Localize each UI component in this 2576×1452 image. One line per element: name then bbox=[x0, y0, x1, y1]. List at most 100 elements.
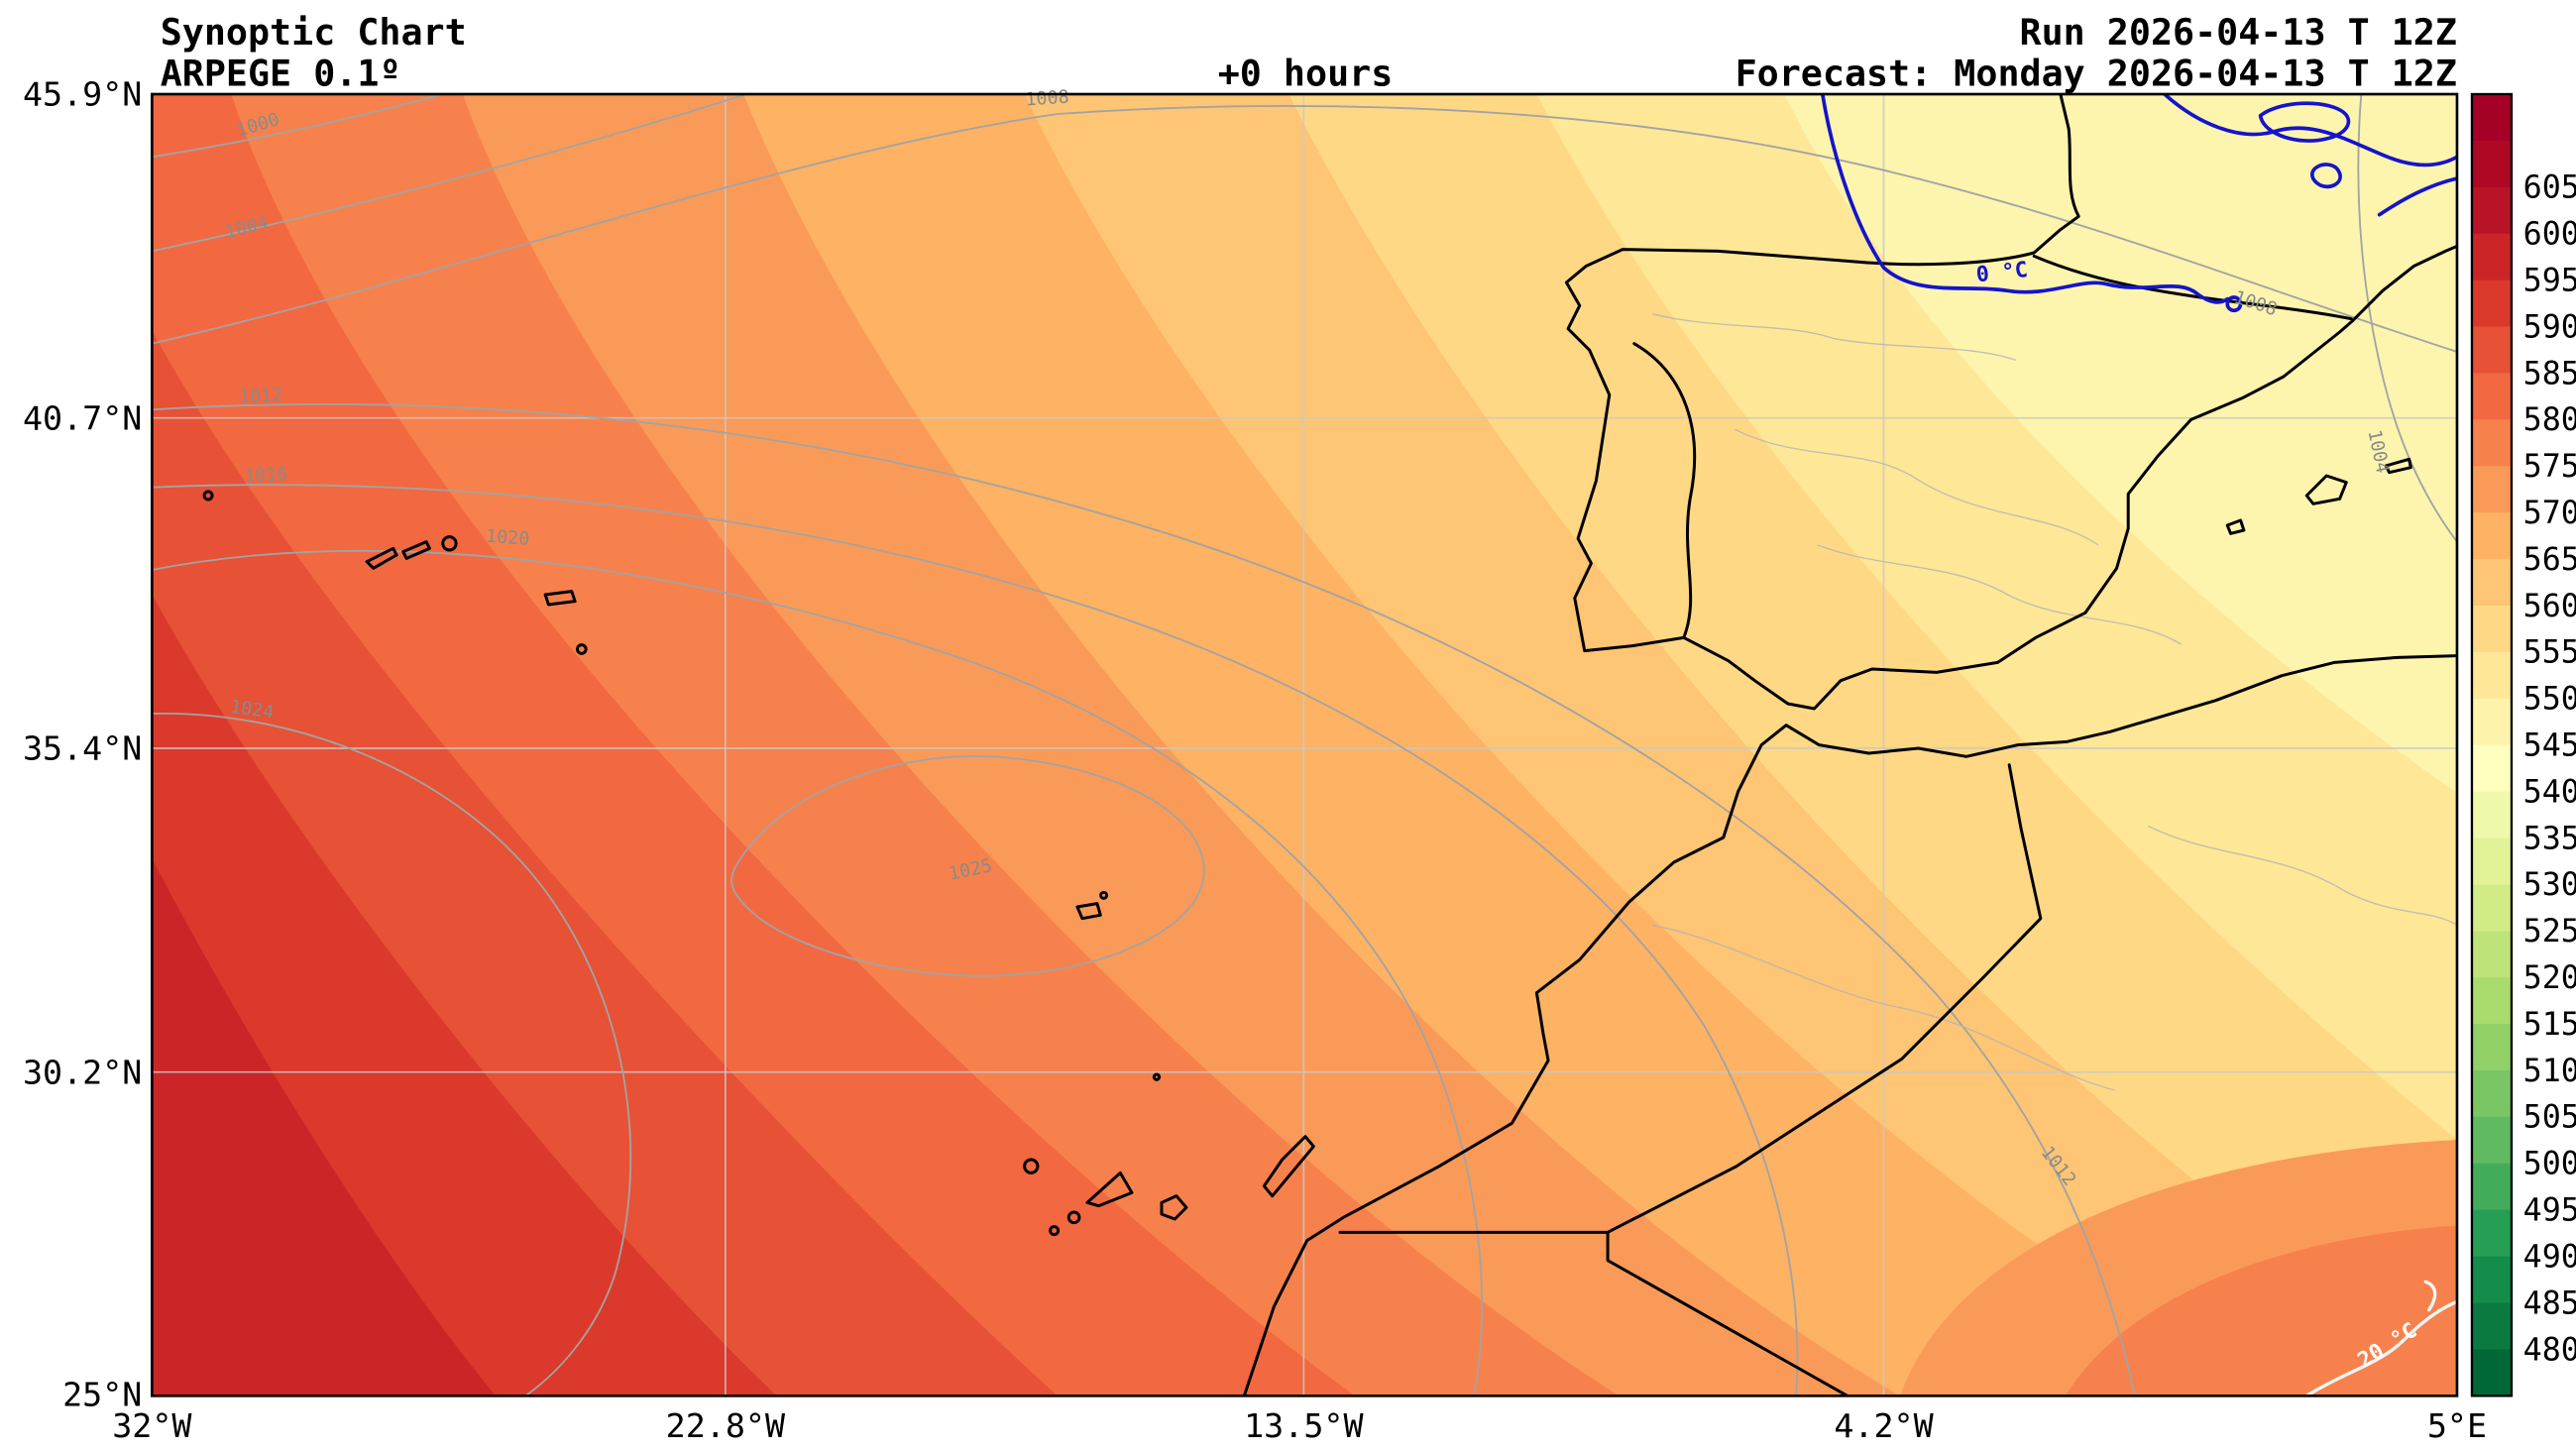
colorbar-block bbox=[2471, 1070, 2512, 1118]
contour-band bbox=[2065, 1225, 2457, 1396]
x-tick-label: 4.2°W bbox=[1834, 1406, 1934, 1445]
freezing-isotherm bbox=[1820, 94, 2457, 313]
freezing-dot bbox=[2225, 295, 2243, 313]
contour-band bbox=[152, 858, 497, 1396]
island-tenerife bbox=[1085, 1171, 1134, 1208]
island-savage bbox=[1152, 1072, 1162, 1081]
island-madeira bbox=[1075, 902, 1102, 921]
x-axis: 32°W 22.8°W 13.5°W 4.2°W 5°E bbox=[112, 1406, 2487, 1445]
colorbar-block bbox=[2471, 651, 2512, 700]
colorbar-tick-label: 480 bbox=[2523, 1332, 2576, 1368]
freezing-line-east bbox=[2377, 176, 2457, 217]
isobar-label: 1012 bbox=[239, 385, 283, 407]
colorbar-block bbox=[2471, 791, 2512, 839]
y-tick-label: 45.9°N bbox=[23, 75, 142, 114]
gridlines bbox=[152, 94, 2457, 1396]
isobar-1012 bbox=[152, 403, 2136, 1396]
minor-contours bbox=[1651, 313, 2457, 1091]
colorbar-block bbox=[2471, 373, 2512, 421]
lead-time-label: +0 hours bbox=[1218, 53, 1394, 95]
colorbar-tick-label: 555 bbox=[2523, 635, 2576, 671]
isobar-label: 1020 bbox=[485, 526, 530, 550]
isotherm-label: 0 °C bbox=[1975, 258, 2029, 287]
colorbar-blocks bbox=[2471, 94, 2512, 1397]
island-terceira bbox=[441, 535, 458, 552]
colorbar-block bbox=[2471, 140, 2512, 188]
header: Synoptic Chart ARPEGE 0.1º +0 hours Run … bbox=[161, 11, 2457, 95]
colorbar-block bbox=[2471, 838, 2512, 886]
colorbar-tick-label: 570 bbox=[2523, 496, 2576, 531]
colorbar-block bbox=[2471, 1209, 2512, 1258]
island-menorca bbox=[2384, 457, 2412, 475]
border-pyrenees bbox=[2032, 254, 2353, 321]
warm-line bbox=[2304, 1299, 2457, 1396]
island-ibiza bbox=[2225, 518, 2246, 535]
x-tick-label: 13.5°W bbox=[1244, 1406, 1364, 1445]
warm-line-hook bbox=[2423, 1280, 2437, 1312]
isobar-1016 bbox=[152, 484, 1799, 1396]
minor-contour bbox=[1735, 428, 2099, 546]
isobar-1025-closed bbox=[730, 755, 1205, 977]
colorbar-tick-label: 600 bbox=[2523, 217, 2576, 253]
coastline-north-africa bbox=[1242, 654, 2457, 1396]
isobar-contours bbox=[152, 94, 2457, 1396]
colorbar-block bbox=[2471, 698, 2512, 746]
y-tick-label: 30.2°N bbox=[23, 1053, 142, 1091]
colorbar-tick-label: 520 bbox=[2523, 960, 2576, 996]
colorbar-block bbox=[2471, 94, 2512, 142]
minor-contour bbox=[2147, 825, 2457, 926]
freezing-line-main bbox=[1820, 94, 2230, 304]
freezing-loop-small bbox=[2309, 163, 2342, 189]
colorbar-tick-label: 485 bbox=[2523, 1285, 2576, 1321]
colorbar-tick-label: 565 bbox=[2523, 542, 2576, 578]
colorbar-block bbox=[2471, 326, 2512, 375]
island-santa-maria bbox=[575, 643, 588, 655]
island-gran-canaria bbox=[1160, 1194, 1188, 1221]
island-mallorca bbox=[2304, 474, 2348, 505]
colorbar-block bbox=[2471, 186, 2512, 235]
colorbar-tick-label: 575 bbox=[2523, 449, 2576, 485]
plot-border bbox=[151, 92, 2459, 1397]
colorbar-tick-label: 525 bbox=[2523, 914, 2576, 949]
colorbar-block bbox=[2471, 233, 2512, 281]
isobar-1000 bbox=[152, 94, 444, 159]
forecast-label: Forecast: Monday 2026-04-13 T 12Z bbox=[1736, 53, 2457, 95]
minor-contour bbox=[1817, 544, 2182, 645]
colorbar-tick-label: 490 bbox=[2523, 1240, 2576, 1276]
colorbar-block bbox=[2471, 1349, 2512, 1397]
x-tick-label: 22.8°W bbox=[666, 1406, 786, 1445]
colorbar-block bbox=[2471, 512, 2512, 561]
isobar-1004 bbox=[152, 94, 747, 253]
border-sahara-mauritania bbox=[1606, 1230, 1849, 1396]
colorbar-block bbox=[2471, 419, 2512, 468]
colorbar-tick-label: 535 bbox=[2523, 821, 2576, 856]
freezing-loop bbox=[2258, 101, 2351, 143]
y-tick-label: 25°N bbox=[62, 1375, 142, 1413]
coastline-iberia-france bbox=[1564, 94, 2457, 711]
border-portugal-spain bbox=[1632, 342, 1697, 639]
colorbar-block bbox=[2471, 1256, 2512, 1304]
colorbar-tick-label: 530 bbox=[2523, 867, 2576, 903]
minor-contour bbox=[1651, 924, 2116, 1091]
island-sao-jorge bbox=[401, 540, 431, 560]
run-label: Run 2026-04-13 T 12Z bbox=[2020, 11, 2457, 54]
colorbar-tick-label: 590 bbox=[2523, 309, 2576, 345]
colorbar-tick-label: 580 bbox=[2523, 402, 2576, 438]
isobar-1008 bbox=[152, 105, 2457, 353]
x-tick-label: 5°E bbox=[2427, 1406, 2487, 1445]
colorbar-tick-label: 510 bbox=[2523, 1054, 2576, 1089]
warm-isotherm bbox=[2304, 1280, 2457, 1396]
colorbar-block bbox=[2471, 1024, 2512, 1071]
island-el-hierro bbox=[1049, 1225, 1061, 1237]
colorbar: 605 600 595 590 585 580 575 570 565 560 555 550 545 5… bbox=[2470, 92, 2576, 1397]
isobar-1024 bbox=[152, 713, 632, 1396]
colorbar-block bbox=[2471, 977, 2512, 1026]
isobar-label: 1008 bbox=[1025, 87, 1070, 111]
colorbar-block bbox=[2471, 884, 2512, 933]
colorbar-tick-label: 495 bbox=[2523, 1193, 2576, 1229]
isobar-1020 bbox=[152, 550, 1484, 1396]
island-flores bbox=[202, 490, 214, 502]
island-lanzarote-fuerteventura bbox=[1262, 1135, 1315, 1198]
model-label: ARPEGE 0.1º bbox=[161, 53, 401, 95]
isobar-1004-east bbox=[2357, 94, 2457, 543]
